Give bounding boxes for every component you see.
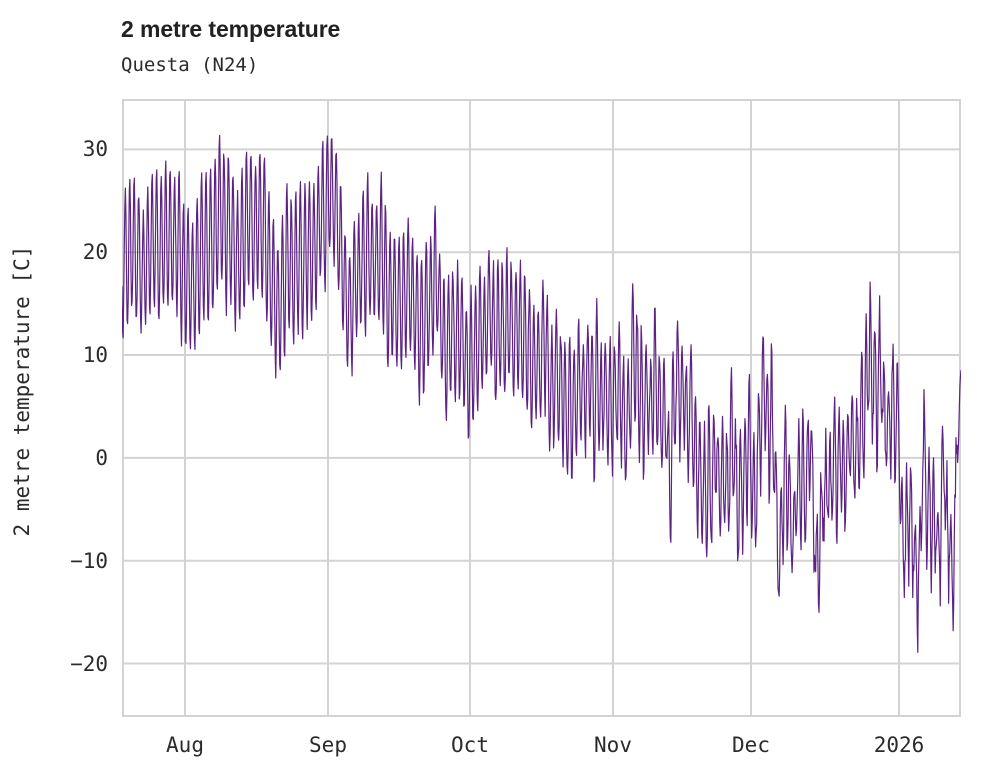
x-tick-label: Sep bbox=[309, 733, 347, 757]
plot-border bbox=[122, 99, 961, 717]
y-tick-label: −20 bbox=[70, 651, 108, 676]
y-axis-ticks: 30 20 10 0 −10 −20 bbox=[0, 0, 122, 782]
y-axis-label: 2 metre temperature [C] bbox=[10, 245, 34, 537]
x-tick-label: Dec bbox=[732, 733, 770, 757]
y-tick-label: 30 bbox=[82, 137, 108, 162]
temperature-series-line bbox=[122, 134, 961, 653]
y-tick-label: −10 bbox=[70, 548, 108, 573]
x-tick-label: Nov bbox=[594, 733, 632, 757]
temperature-plot bbox=[122, 99, 961, 717]
y-tick-label: 0 bbox=[95, 445, 108, 470]
y-tick-label: 20 bbox=[82, 240, 108, 265]
plot-frame bbox=[122, 99, 961, 717]
x-tick-label: 2026 bbox=[873, 733, 925, 757]
x-tick-label: Oct bbox=[451, 733, 489, 757]
y-tick-label: 10 bbox=[82, 343, 108, 368]
chart-subtitle: Questa (N24) bbox=[121, 54, 259, 76]
page-title: 2 metre temperature bbox=[121, 16, 341, 42]
plot-area bbox=[122, 99, 961, 717]
x-tick-label: Aug bbox=[166, 733, 204, 757]
